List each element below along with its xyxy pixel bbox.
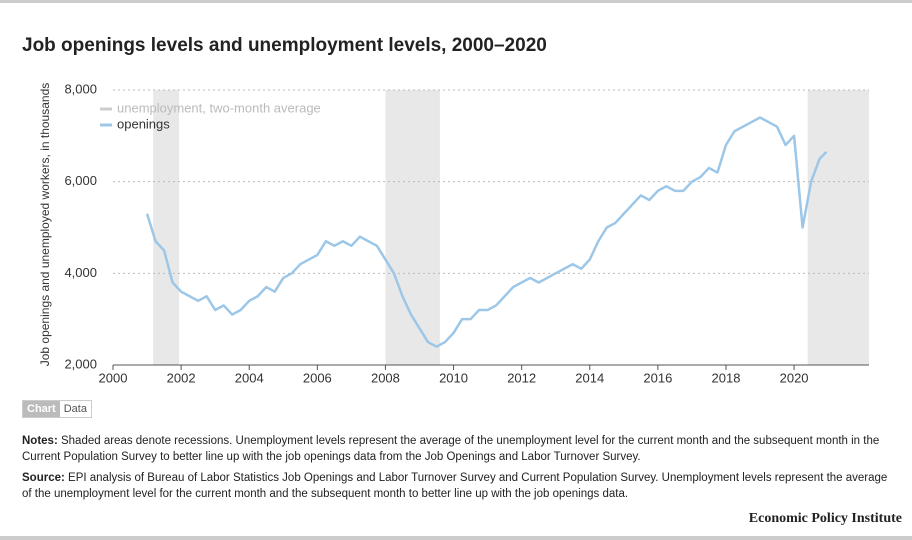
x-tick-label: 2010: [439, 370, 468, 385]
chart-tab[interactable]: Chart: [23, 401, 60, 417]
y-axis-label: Job openings and unemployed workers, in …: [38, 83, 52, 367]
publisher: Economic Policy Institute: [748, 511, 902, 526]
x-tick-label: 2004: [235, 370, 264, 385]
y-tick-label: 4,000: [64, 265, 97, 280]
chart-title: Job openings levels and unemployment lev…: [22, 35, 547, 56]
notes: Notes: Shaded areas denote recessions. U…: [22, 433, 892, 465]
x-tick-label: 2006: [303, 370, 332, 385]
notes-label: Notes:: [22, 435, 58, 447]
x-tick-label: 2012: [507, 370, 536, 385]
recession-band: [153, 90, 180, 365]
source: Source: EPI analysis of Bureau of Labor …: [22, 470, 892, 502]
source-text: EPI analysis of Bureau of Labor Statisti…: [22, 472, 888, 500]
x-tick-label: 2018: [712, 370, 741, 385]
x-tick-label: 2008: [371, 370, 400, 385]
footer-rule: [0, 536, 912, 540]
x-tick-label: 2014: [575, 370, 604, 385]
legend-label: openings: [117, 116, 170, 131]
source-label: Source:: [22, 472, 65, 484]
data-tab[interactable]: Data: [63, 403, 87, 415]
x-tick-label: 2020: [780, 370, 809, 385]
y-tick-label: 6,000: [64, 173, 97, 188]
x-tick-label: 2002: [167, 370, 196, 385]
x-tick-label: 2016: [643, 370, 672, 385]
y-tick-label: 2,000: [64, 356, 97, 371]
view-tabs: Chart Data: [22, 400, 92, 418]
recession-band: [385, 90, 440, 365]
chart: 2,000 4,000 6,000 8,000 2000 2002 2004 2006 2008…: [38, 81, 869, 385]
legend-label: unemployment, two-month average: [117, 100, 321, 115]
notes-text: Shaded areas denote recessions. Unemploy…: [22, 435, 880, 463]
recession-band: [807, 90, 869, 365]
y-tick-label: 8,000: [64, 81, 97, 96]
series-line: [145, 116, 828, 348]
x-tick-label: 2000: [99, 370, 128, 385]
